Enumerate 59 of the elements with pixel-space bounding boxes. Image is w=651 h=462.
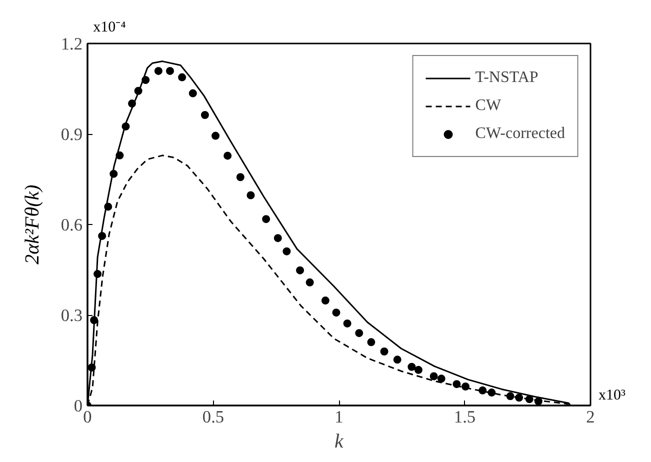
y-axis-title: 2αk²Fθ(k) (22, 184, 44, 264)
point (128, 100, 136, 108)
point (478, 386, 487, 394)
point (110, 170, 118, 178)
point (88, 363, 96, 372)
point (122, 122, 130, 130)
point (90, 316, 98, 324)
point (200, 111, 209, 119)
point (393, 356, 402, 364)
point (430, 372, 438, 380)
point (282, 247, 291, 256)
point (525, 395, 534, 404)
point (142, 76, 150, 84)
point (224, 152, 232, 160)
point (154, 66, 162, 75)
legend-label: CW-corrected (475, 125, 565, 143)
point (506, 392, 514, 400)
point (488, 388, 496, 397)
x-tick-label: 1.5 (454, 408, 476, 426)
point (355, 329, 364, 338)
point (274, 234, 282, 242)
point (104, 202, 112, 211)
x-tick-label: 0.5 (202, 408, 224, 426)
point (178, 73, 186, 82)
point (452, 380, 461, 388)
y-tick-label: 1.2 (60, 34, 83, 54)
point (116, 151, 124, 160)
point (321, 296, 330, 305)
point (296, 266, 304, 274)
point (262, 215, 270, 224)
x-tick-label: 1 (334, 408, 344, 426)
point (408, 362, 416, 371)
point (98, 232, 106, 240)
point (212, 132, 220, 140)
legend-label: CW (475, 97, 502, 115)
point (246, 191, 255, 200)
point (462, 382, 470, 390)
x-axis-title: k (334, 430, 345, 452)
point (332, 308, 340, 317)
point (515, 394, 524, 402)
point (367, 338, 376, 346)
point (437, 374, 446, 383)
point (380, 348, 388, 356)
y-tick-label: 0.9 (60, 125, 83, 144)
point (188, 89, 197, 98)
point (94, 270, 102, 278)
point (414, 366, 422, 374)
y-tick-label: 0.6 (60, 216, 83, 234)
point (343, 319, 352, 328)
y-tick-label: 0.3 (60, 306, 83, 325)
text: x10³ (598, 388, 626, 404)
point (236, 173, 244, 182)
point (134, 86, 142, 95)
point (306, 278, 314, 286)
legend-label: T-NSTAP (475, 69, 538, 87)
text: x10⁻⁴ (93, 20, 126, 36)
point (534, 397, 542, 406)
x-tick-label: 2 (586, 408, 595, 426)
point (166, 66, 174, 75)
